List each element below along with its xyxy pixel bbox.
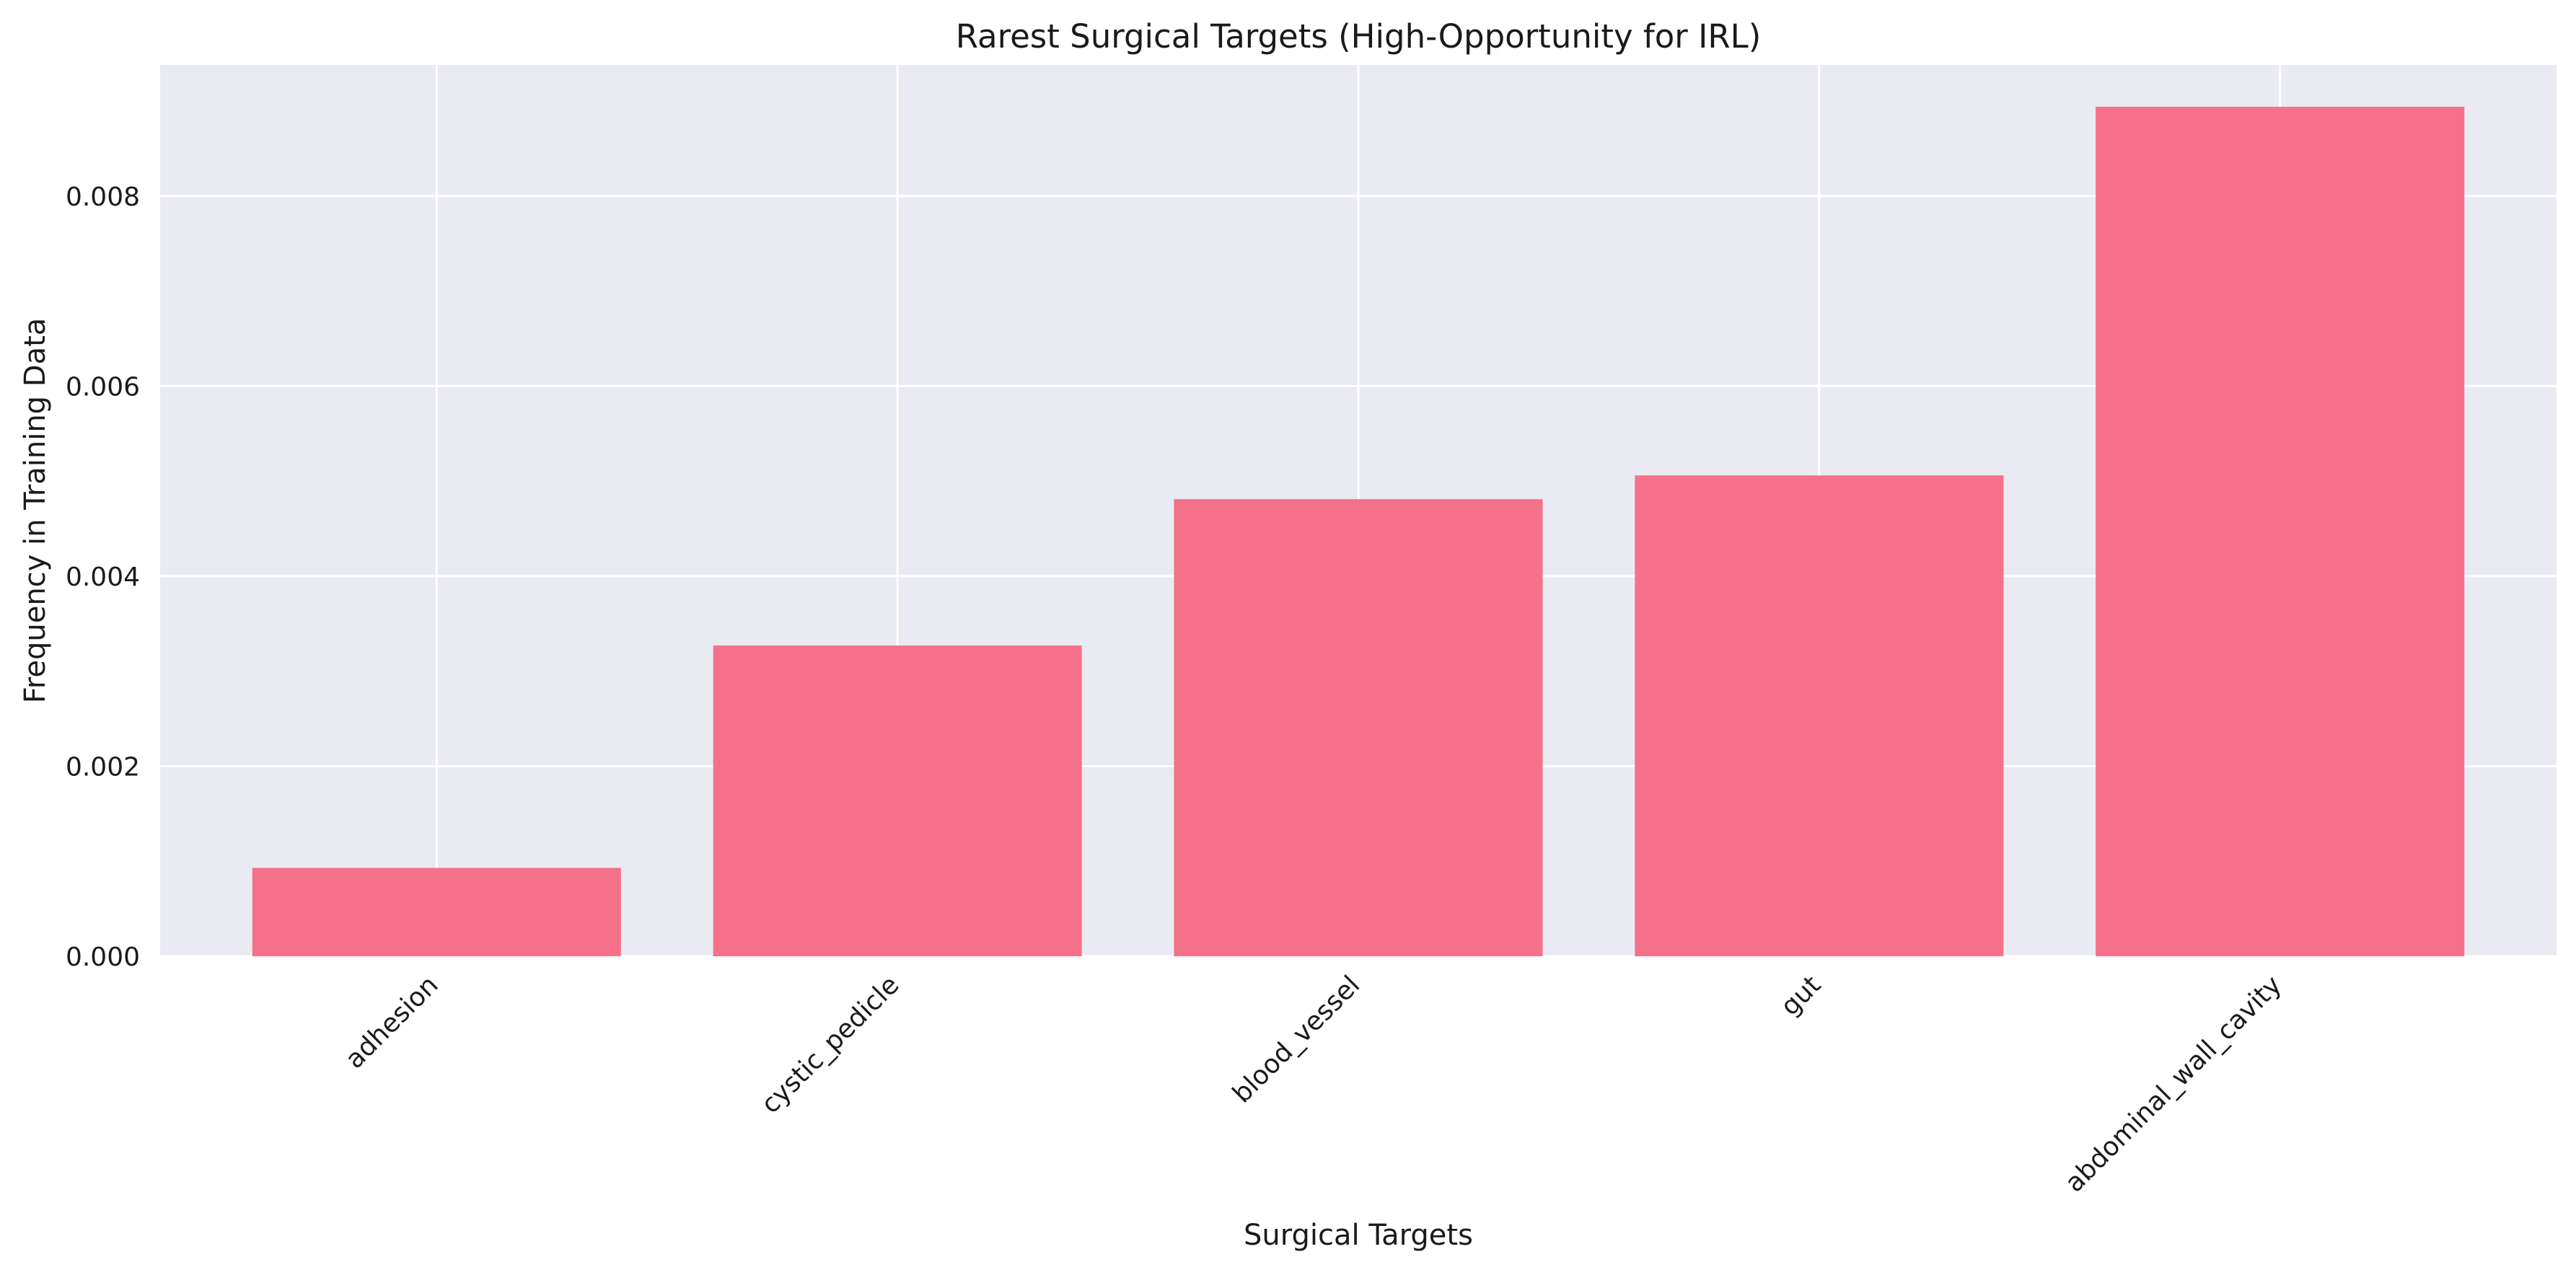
bar-abdominal-wall-cavity [2096,106,2465,957]
x-tick-label: blood_vessel [1227,970,1366,1108]
y-axis-label: Frequency in Training Data [19,318,52,704]
y-tick-label: 0.008 [66,182,140,212]
x-axis-label: Surgical Targets [1244,1219,1473,1252]
bar-adhesion [252,868,621,956]
y-tick-label: 0.004 [66,562,140,592]
y-tick-label: 0.000 [66,943,140,972]
bar-cystic-pedicle [713,645,1082,956]
bar-gut [1635,475,2004,956]
x-tick-label: abdominal_wall_cavity [2060,970,2287,1198]
x-axis-ticks: adhesion cystic_pedicle blood_vessel gut abd… [340,970,2287,1198]
x-tick-label: gut [1775,970,1827,1021]
y-axis-ticks: 0.000 0.002 0.004 0.006 0.008 [66,182,140,972]
y-tick-label: 0.006 [66,372,140,402]
x-tick-label: cystic_pedicle [756,970,905,1119]
chart-title: Rarest Surgical Targets (High-Opportunit… [956,17,1762,56]
bars [252,106,2465,957]
bar-blood-vessel [1174,499,1543,956]
x-tick-label: adhesion [340,970,444,1075]
y-tick-label: 0.002 [66,752,140,782]
